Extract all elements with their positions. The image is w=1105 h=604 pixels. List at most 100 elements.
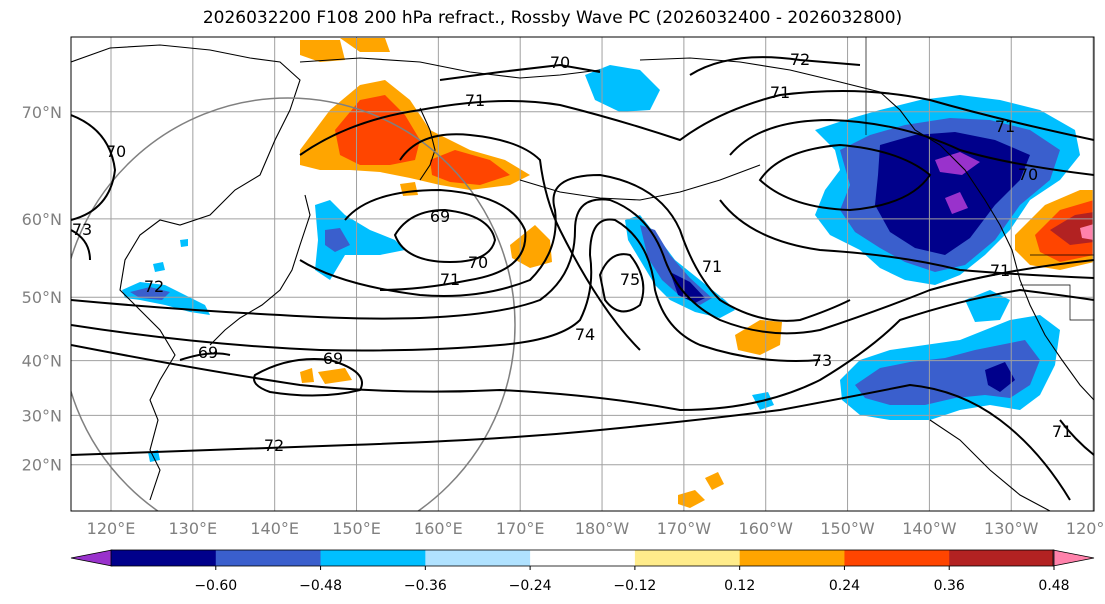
contour-72-mid bbox=[71, 198, 1094, 335]
anomaly-southeast-negative-strong bbox=[985, 362, 1015, 392]
colorbar-segment bbox=[425, 550, 531, 566]
contour-69-sw bbox=[179, 352, 231, 361]
anomaly-subtropic-positive bbox=[300, 368, 314, 383]
anomaly-subtropic-positive-2 bbox=[318, 368, 352, 384]
contour-label: 69 bbox=[323, 349, 343, 368]
anomaly-south-positive bbox=[678, 490, 705, 508]
anomaly-arctic-positive-2 bbox=[340, 38, 390, 52]
contour-72-east bbox=[719, 199, 1094, 279]
colorbar-labels: −0.60 −0.48 −0.36 −0.24 −0.12 0.12 0.24 0.36 0.4… bbox=[194, 566, 1070, 594]
contour-75-loop bbox=[598, 253, 645, 313]
lon-label: 120°E bbox=[87, 519, 136, 538]
gridlines bbox=[71, 37, 1094, 511]
colorbar-segment bbox=[111, 550, 217, 566]
contour-label: 70 bbox=[1018, 165, 1038, 184]
anomaly-korea-tiny bbox=[180, 239, 188, 247]
contour-70-south bbox=[71, 383, 1071, 501]
contour-73-south bbox=[71, 288, 1094, 412]
coastline-asia bbox=[71, 44, 301, 501]
contour-70-arctic bbox=[439, 63, 601, 81]
anomaly-alaska-negative-extreme bbox=[935, 152, 980, 175]
contour-71-west bbox=[71, 114, 117, 221]
coastline-kamchatka bbox=[419, 107, 436, 181]
contour-72-arctic bbox=[689, 56, 861, 76]
contour-label: 74 bbox=[575, 325, 595, 344]
lat-label: 20°N bbox=[22, 456, 62, 475]
colorbar-tick-label: −0.60 bbox=[194, 578, 237, 594]
contour-label: 70 bbox=[468, 253, 488, 272]
contour-70-alaska bbox=[758, 143, 932, 212]
contour-lines bbox=[71, 56, 1094, 501]
colorbar-tick-label: 0.36 bbox=[934, 578, 965, 594]
anomaly-na-coast-extreme bbox=[1080, 224, 1094, 240]
longitude-labels: 120°E 130°E 140°E 150°E 160°E 170°E 180°W 170°W… bbox=[87, 519, 1105, 538]
contour-label: 71 bbox=[440, 270, 460, 289]
contour-label: 70 bbox=[550, 53, 570, 72]
lon-label: 140°W bbox=[902, 519, 957, 538]
anomaly-alaska-negative-extreme-2 bbox=[945, 192, 968, 214]
contour-71-north bbox=[299, 90, 1094, 156]
lon-label: 160°W bbox=[739, 519, 794, 538]
contour-label: 72 bbox=[790, 50, 810, 69]
border-us-2 bbox=[1020, 284, 1094, 321]
colorbar-extend-low bbox=[70, 549, 113, 567]
colorbar-extend-high bbox=[1052, 549, 1095, 567]
anomaly-central-negative-strong bbox=[670, 272, 705, 303]
lon-label: 140°E bbox=[250, 519, 299, 538]
coastline-aleutians bbox=[519, 164, 761, 201]
lat-label: 40°N bbox=[22, 352, 62, 371]
lon-label: 150°E bbox=[332, 519, 381, 538]
contour-label: 71 bbox=[465, 91, 485, 110]
colorbar bbox=[70, 549, 1095, 567]
lon-label: 130°E bbox=[169, 519, 218, 538]
anomaly-arctic-positive bbox=[300, 40, 345, 62]
contour-69-loop bbox=[393, 208, 497, 264]
contour-73-west bbox=[71, 229, 91, 261]
great-circle bbox=[71, 97, 516, 511]
colorbar-tick-label: −0.12 bbox=[613, 578, 656, 594]
anomaly-japan-positive bbox=[400, 182, 418, 196]
anomaly-okhotsk-strong bbox=[430, 150, 510, 185]
map-frame bbox=[70, 36, 1095, 512]
colorbar-segment bbox=[949, 550, 1055, 566]
contour-label: 73 bbox=[812, 351, 832, 370]
contour-label: 71 bbox=[990, 261, 1010, 280]
contour-label: 75 bbox=[620, 270, 640, 289]
lat-label: 70°N bbox=[22, 103, 62, 122]
coastline-japan bbox=[209, 194, 311, 346]
coastline-mexico bbox=[929, 419, 1051, 511]
contour-label: 71 bbox=[770, 83, 790, 102]
colorbar-frame bbox=[110, 549, 1055, 567]
contour-74 bbox=[71, 218, 821, 362]
anomaly-japan-negative bbox=[315, 200, 405, 280]
colorbar-segment bbox=[739, 550, 845, 566]
anomaly-southeast-negative-mid bbox=[855, 340, 1040, 405]
colorbar-segment bbox=[634, 550, 741, 566]
anomaly-bering-negative bbox=[585, 65, 660, 112]
contour-label: 71 bbox=[995, 117, 1015, 136]
contour-label: 69 bbox=[198, 343, 218, 362]
contour-label: 70 bbox=[106, 142, 126, 161]
colorbar-tick-label: 0.48 bbox=[1038, 578, 1069, 594]
colorbar-segment bbox=[320, 550, 426, 566]
lat-label: 30°N bbox=[22, 406, 62, 425]
anomaly-japan-negative-mid bbox=[325, 228, 350, 252]
lon-label: 180°W bbox=[575, 519, 630, 538]
lon-label: 170°W bbox=[657, 519, 712, 538]
lat-label: 50°N bbox=[22, 288, 62, 307]
anomaly-alaska-negative-strong bbox=[875, 132, 1030, 255]
contour-label: 71 bbox=[702, 257, 722, 276]
colorbar-tick-label: −0.48 bbox=[299, 578, 342, 594]
coastline-siberia bbox=[299, 57, 601, 79]
lon-label: 170°E bbox=[496, 519, 545, 538]
contour-label: 73 bbox=[72, 220, 92, 239]
lon-label: 160°E bbox=[414, 519, 463, 538]
contour-70-mid bbox=[344, 188, 527, 291]
colorbar-tick-label: 0.24 bbox=[829, 578, 860, 594]
colorbar-tick-label: −0.36 bbox=[404, 578, 447, 594]
colorbar-segment bbox=[215, 550, 322, 566]
lon-label: 130°W bbox=[984, 519, 1039, 538]
lat-label: 60°N bbox=[22, 210, 62, 229]
